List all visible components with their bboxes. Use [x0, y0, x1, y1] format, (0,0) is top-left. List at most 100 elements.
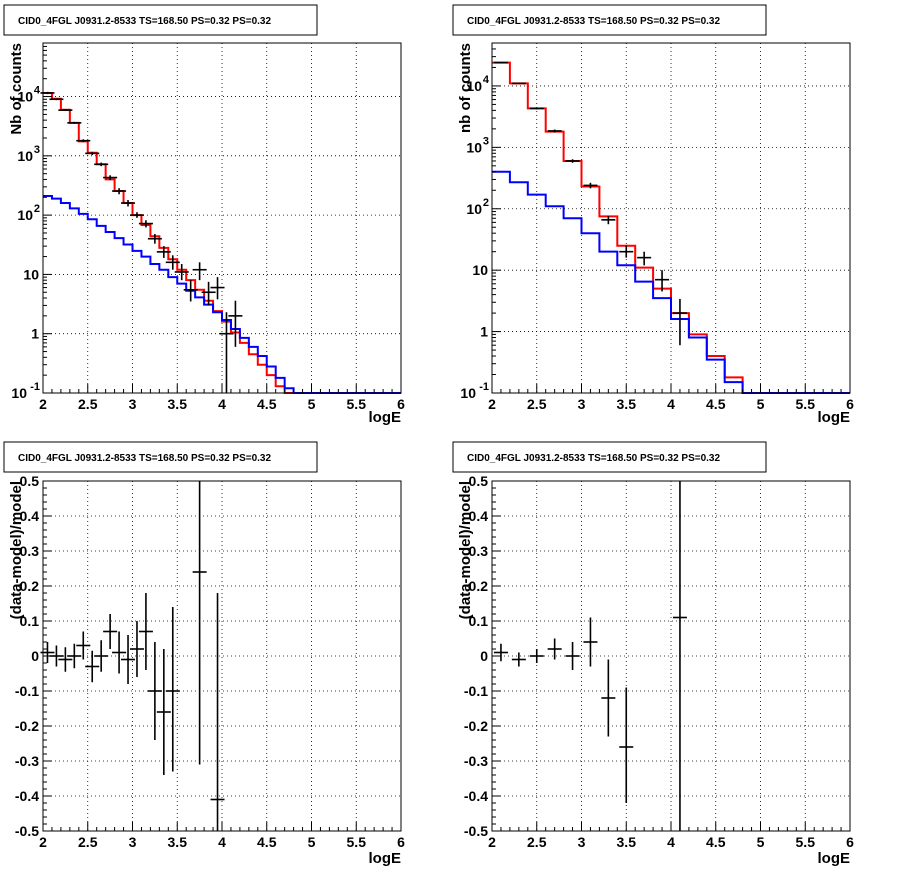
y-tick-label: -0.2 [464, 718, 488, 734]
x-tick-label: 4.5 [706, 396, 726, 412]
y-tick-label: 0.1 [20, 613, 40, 629]
y-tick-label: 10 [11, 385, 27, 401]
x-tick-label: 5 [308, 834, 316, 850]
y-tick-label: 1 [31, 326, 39, 342]
x-axis-title: logE [369, 850, 402, 867]
title-box [452, 4, 767, 36]
panel-top-right: CID0_4FGL J0931.2-8533 TS=168.50 PS=0.32… [452, 4, 854, 426]
y-tick-label: -0.1 [15, 683, 39, 699]
x-tick-label: 3 [578, 396, 586, 412]
x-axis-title: logE [818, 409, 851, 426]
y-tick-exponent: 3 [34, 144, 40, 156]
plot-area: 2 2.5 3 3.5 4 4.5 5 5.5 6 -0.5 -0.4 -0.3 -0.2 -0.1 0 0.… [464, 473, 854, 850]
x-tick-label: 6 [397, 396, 405, 412]
y-axis-title: (data-model)/model [8, 481, 25, 619]
y-tick-exponent: 2 [34, 203, 40, 215]
y-tick-label: 0.5 [469, 473, 489, 489]
y-tick-label: 0.5 [20, 473, 40, 489]
x-tick-label: 3.5 [617, 834, 637, 850]
x-tick-label: 2.5 [78, 396, 98, 412]
chart-title: CID0_4FGL J0931.2-8533 TS=168.50 PS=0.32… [467, 453, 720, 464]
y-axis-title: (data-model)/model [457, 481, 474, 619]
y-tick-label: 0.2 [20, 578, 40, 594]
chart-title: CID0_4FGL J0931.2-8533 TS=168.50 PS=0.32… [18, 453, 271, 464]
x-tick-label: 2.5 [78, 834, 98, 850]
y-tick-label: 10 [466, 139, 482, 155]
x-tick-label: 3.5 [617, 396, 637, 412]
x-axis-title: logE [818, 850, 851, 867]
y-tick-label: -0.4 [15, 788, 39, 804]
y-tick-label: 10 [460, 385, 476, 401]
x-tick-label: 2.5 [527, 396, 547, 412]
x-axis-title: logE [369, 409, 402, 426]
chart-title: CID0_4FGL J0931.2-8533 TS=168.50 PS=0.32… [467, 16, 720, 27]
y-tick-label: 0.2 [469, 578, 489, 594]
panel-top-left: CID0_4FGL J0931.2-8533 TS=168.50 PS=0.32… [3, 4, 405, 426]
x-tick-label: 4.5 [257, 834, 277, 850]
y-tick-label: 10 [466, 78, 482, 94]
x-tick-label: 2 [488, 396, 496, 412]
x-tick-label: 4 [218, 396, 226, 412]
y-tick-exponent: -1 [30, 381, 40, 393]
y-tick-label: 0.1 [469, 613, 489, 629]
title-box [3, 441, 318, 473]
x-tick-label: 2 [39, 396, 47, 412]
y-tick-label: 0.4 [469, 508, 489, 524]
x-tick-label: 3 [129, 396, 137, 412]
x-tick-label: 5 [757, 834, 765, 850]
x-tick-label: 4.5 [257, 396, 277, 412]
title-box [452, 441, 767, 473]
x-tick-label: 4 [667, 834, 675, 850]
x-tick-label: 2 [488, 834, 496, 850]
y-tick-label: -0.2 [15, 718, 39, 734]
x-tick-label: 5.5 [347, 834, 367, 850]
y-tick-label: 10 [23, 266, 39, 282]
y-axis-title: Nb of counts [8, 43, 25, 135]
panel-bottom-left: CID0_4FGL J0931.2-8533 TS=168.50 PS=0.32… [3, 441, 405, 867]
y-tick-label: -0.3 [464, 753, 488, 769]
x-tick-label: 5 [757, 396, 765, 412]
y-tick-label: 0 [480, 648, 488, 664]
plot-area: 2 2.5 3 3.5 4 4.5 5 5.5 6 -0.5 -0.4 -0.3 -0.2 -0.1 0 0.… [15, 473, 405, 850]
y-tick-label: 0.3 [469, 543, 489, 559]
y-tick-exponent: 3 [483, 135, 489, 147]
y-tick-label: -0.5 [464, 823, 488, 839]
chart-title: CID0_4FGL J0931.2-8533 TS=168.50 PS=0.32… [18, 16, 271, 27]
x-tick-label: 3 [578, 834, 586, 850]
y-tick-exponent: 2 [483, 197, 489, 209]
x-tick-label: 2 [39, 834, 47, 850]
x-tick-label: 3.5 [168, 834, 188, 850]
x-tick-label: 5.5 [796, 396, 816, 412]
title-box [3, 4, 318, 36]
y-tick-label: 10 [472, 262, 488, 278]
y-tick-label: -0.4 [464, 788, 488, 804]
x-tick-label: 2.5 [527, 834, 547, 850]
y-tick-label: 0.4 [20, 508, 40, 524]
x-tick-label: 3 [129, 834, 137, 850]
y-axis-title: nb of counts [457, 43, 474, 133]
y-tick-label: 1 [480, 324, 488, 340]
y-tick-label: 0 [31, 648, 39, 664]
x-tick-label: 4 [667, 396, 675, 412]
x-tick-label: 5 [308, 396, 316, 412]
y-tick-exponent: 4 [483, 74, 490, 86]
x-tick-label: 6 [846, 396, 854, 412]
x-tick-label: 3.5 [168, 396, 188, 412]
y-tick-label: 10 [17, 148, 33, 164]
x-tick-label: 5.5 [796, 834, 816, 850]
x-tick-label: 6 [397, 834, 405, 850]
y-tick-label: 10 [17, 207, 33, 223]
x-tick-label: 6 [846, 834, 854, 850]
y-tick-exponent: 4 [34, 85, 41, 97]
y-tick-label: 0.3 [20, 543, 40, 559]
y-tick-label: 10 [17, 89, 33, 105]
y-tick-exponent: -1 [479, 381, 489, 393]
y-tick-label: -0.5 [15, 823, 39, 839]
x-tick-label: 4 [218, 834, 226, 850]
y-tick-label: -0.3 [15, 753, 39, 769]
y-tick-label: -0.1 [464, 683, 488, 699]
x-tick-label: 4.5 [706, 834, 726, 850]
